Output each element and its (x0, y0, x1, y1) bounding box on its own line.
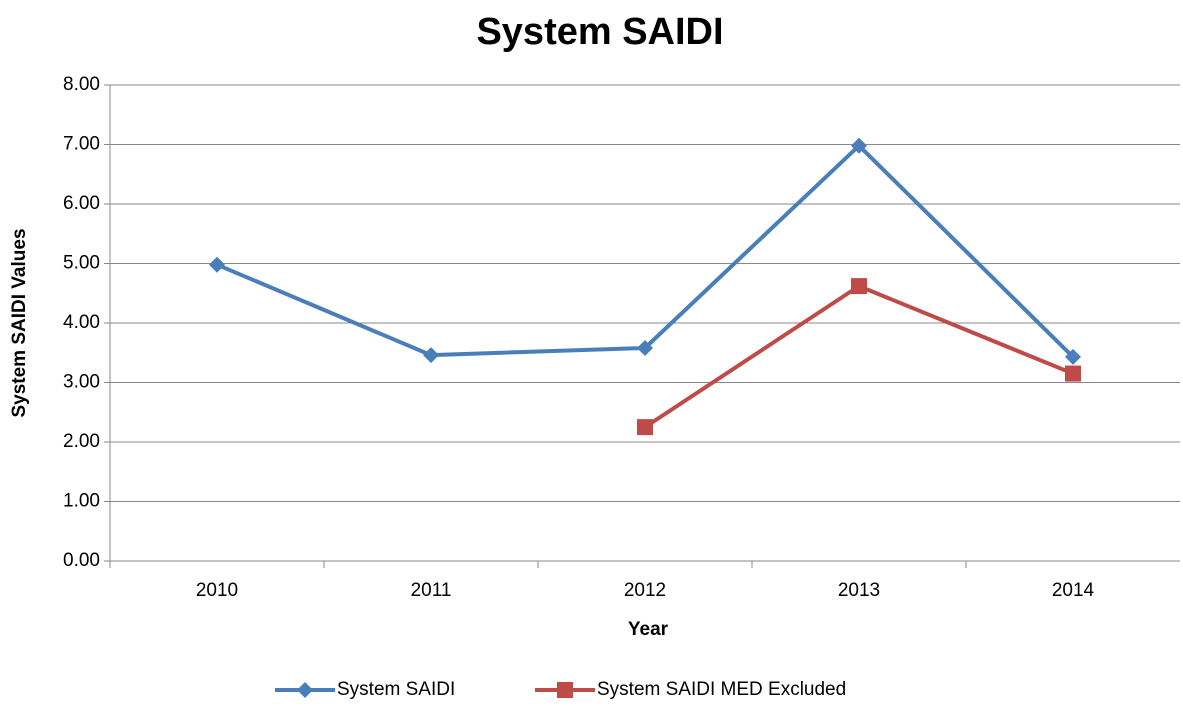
legend-label: System SAIDI (337, 679, 455, 700)
series-line (216, 143, 1075, 359)
data-point (637, 339, 653, 356)
y-tick-label: 8.00 (63, 74, 100, 95)
x-tick-label: 2010 (196, 580, 238, 601)
x-tick-label: 2011 (411, 580, 452, 601)
legend-marker (557, 682, 573, 698)
x-tick-label: 2013 (838, 580, 880, 601)
y-tick-label: 3.00 (63, 372, 100, 393)
y-tick-label: 2.00 (63, 431, 100, 452)
y-tick-label: 7.00 (63, 134, 100, 155)
data-point (1065, 365, 1081, 382)
data-point (209, 256, 225, 273)
x-tick-label: 2014 (1052, 580, 1095, 601)
legend-label: System SAIDI MED Excluded (597, 679, 846, 700)
data-point (851, 278, 867, 295)
y-tick-label: 4.00 (63, 312, 100, 333)
series-line (643, 284, 1074, 429)
y-tick-label: 6.00 (63, 193, 100, 214)
data-point (637, 419, 653, 436)
chart-title: System SAIDI (476, 11, 723, 53)
data-point (851, 137, 867, 154)
y-tick-label: 5.00 (63, 253, 100, 274)
x-tick-label: 2012 (624, 580, 666, 601)
data-point (1065, 348, 1081, 365)
y-axis-label: System SAIDI Values (9, 228, 30, 417)
y-tick-label: 1.00 (63, 491, 100, 512)
x-axis-label: Year (628, 619, 669, 640)
y-tick-label: 0.00 (63, 550, 100, 571)
data-point (423, 347, 439, 364)
legend-marker (297, 682, 313, 698)
